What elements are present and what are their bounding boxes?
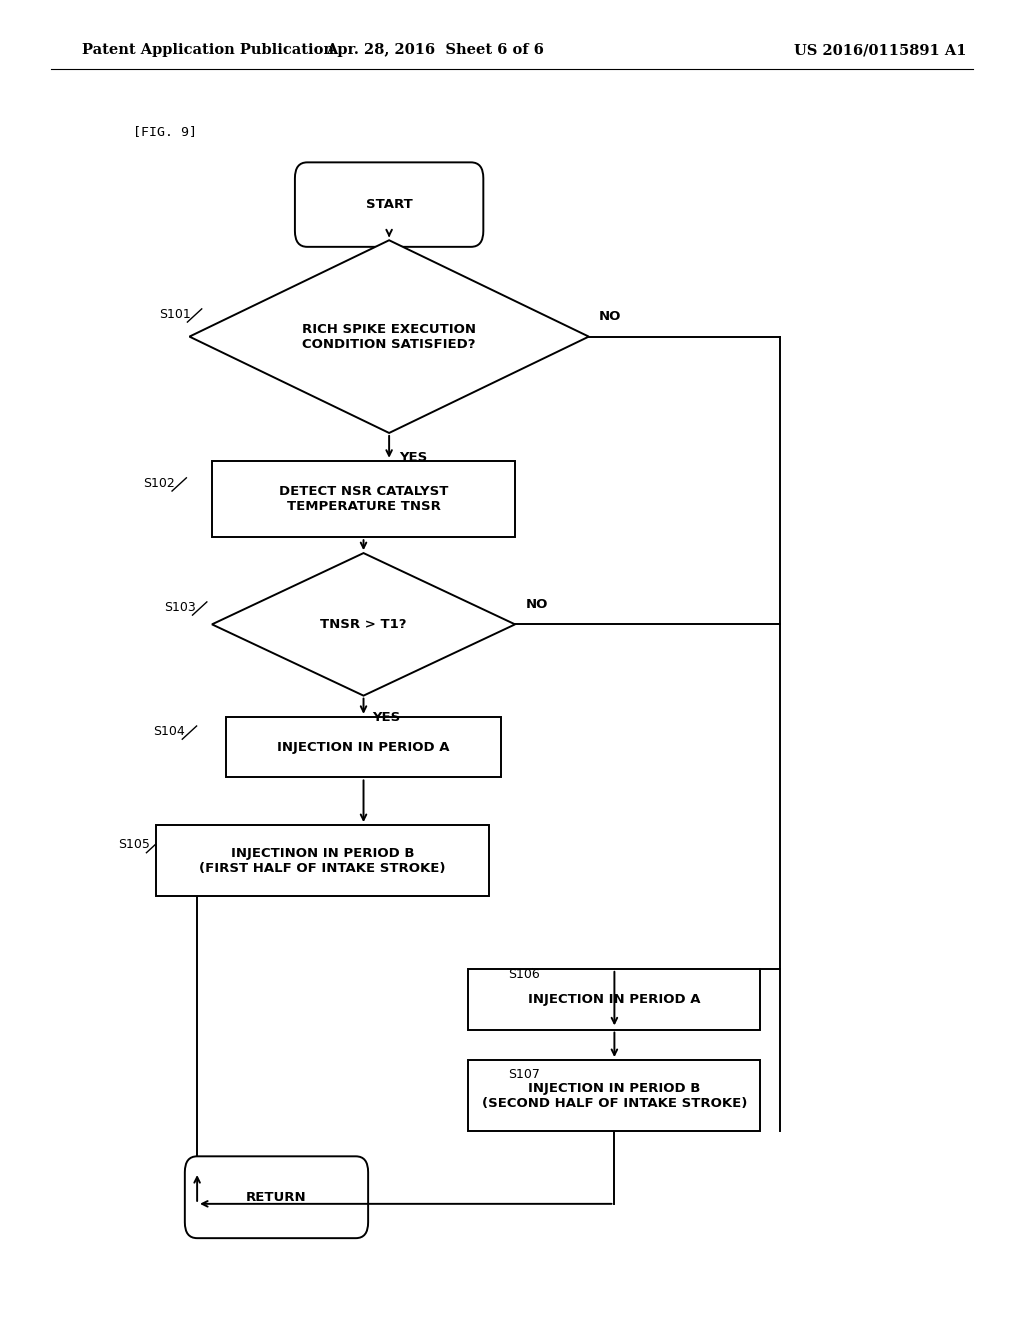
Bar	[469, 1060, 760, 1131]
Polygon shape	[189, 240, 589, 433]
Text: INJECTION IN PERIOD A: INJECTION IN PERIOD A	[278, 741, 450, 754]
Bar	[226, 717, 501, 777]
Text: NO: NO	[525, 598, 548, 611]
Text: S104: S104	[154, 725, 185, 738]
Text: YES: YES	[372, 711, 400, 725]
Bar	[156, 825, 489, 896]
Text: START: START	[366, 198, 413, 211]
Text: RICH SPIKE EXECUTION
CONDITION SATISFIED?: RICH SPIKE EXECUTION CONDITION SATISFIED…	[302, 322, 476, 351]
Text: RETURN: RETURN	[246, 1191, 307, 1204]
Text: S101: S101	[159, 308, 190, 321]
Text: S106: S106	[508, 968, 540, 981]
FancyBboxPatch shape	[295, 162, 483, 247]
Text: S107: S107	[508, 1068, 540, 1081]
Text: INJECTINON IN PERIOD B
(FIRST HALF OF INTAKE STROKE): INJECTINON IN PERIOD B (FIRST HALF OF IN…	[200, 846, 445, 875]
Text: US 2016/0115891 A1: US 2016/0115891 A1	[795, 44, 967, 57]
Text: NO: NO	[599, 310, 622, 323]
Text: INJECTION IN PERIOD A: INJECTION IN PERIOD A	[528, 993, 700, 1006]
Text: S103: S103	[164, 601, 196, 614]
Bar	[469, 969, 760, 1030]
Text: DETECT NSR CATALYST
TEMPERATURE TNSR: DETECT NSR CATALYST TEMPERATURE TNSR	[279, 484, 449, 513]
Text: S102: S102	[143, 477, 175, 490]
Text: [FIG. 9]: [FIG. 9]	[133, 125, 197, 139]
Polygon shape	[212, 553, 515, 696]
FancyBboxPatch shape	[184, 1156, 369, 1238]
Text: TNSR > T1?: TNSR > T1?	[321, 618, 407, 631]
Text: INJECTION IN PERIOD B
(SECOND HALF OF INTAKE STROKE): INJECTION IN PERIOD B (SECOND HALF OF IN…	[481, 1081, 748, 1110]
Text: S105: S105	[118, 838, 150, 851]
Text: Apr. 28, 2016  Sheet 6 of 6: Apr. 28, 2016 Sheet 6 of 6	[327, 44, 544, 57]
Text: Patent Application Publication: Patent Application Publication	[82, 44, 334, 57]
Text: YES: YES	[399, 451, 428, 465]
Bar	[213, 461, 514, 537]
